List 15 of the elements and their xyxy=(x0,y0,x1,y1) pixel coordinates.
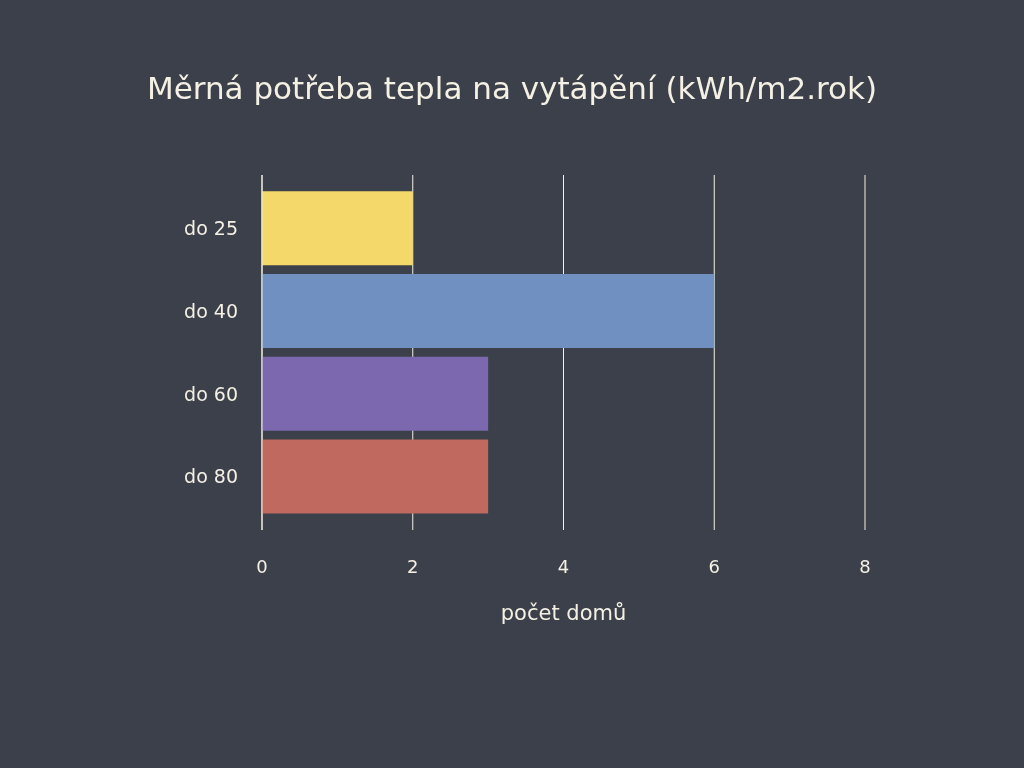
y-tick-label: do 25 xyxy=(184,217,238,240)
bar xyxy=(262,191,413,266)
y-tick-label: do 40 xyxy=(184,299,238,322)
x-tick-label: 4 xyxy=(557,555,570,577)
y-tick-label: do 80 xyxy=(184,465,238,488)
x-tick-label: 6 xyxy=(708,555,720,577)
y-tick-label: do 60 xyxy=(184,382,238,405)
bar xyxy=(262,356,489,431)
bar xyxy=(262,273,715,348)
x-tick-label: 2 xyxy=(407,555,419,577)
x-axis-title: počet domů xyxy=(500,601,627,625)
chart-title: Měrná potřeba tepla na vytápění (kWh/m2.rok) xyxy=(145,69,879,108)
x-tick-label: 8 xyxy=(859,555,871,577)
bar xyxy=(262,439,489,514)
x-tick-label: 0 xyxy=(256,555,268,577)
